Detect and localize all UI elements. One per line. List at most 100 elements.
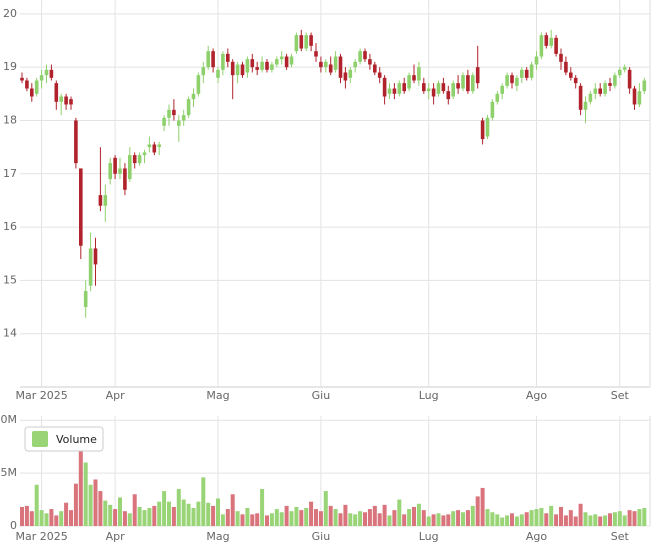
- volume-bar: [377, 513, 382, 526]
- volume-bar: [69, 510, 73, 526]
- candle-body: [177, 120, 181, 126]
- candle-body: [598, 88, 602, 94]
- legend-label: Volume: [56, 433, 97, 446]
- candle-body: [54, 83, 59, 102]
- candle-body: [128, 155, 132, 180]
- y-tick-label: 14: [3, 327, 17, 340]
- candle-body: [211, 51, 215, 68]
- volume-bar: [568, 510, 573, 526]
- candle-body: [387, 88, 392, 94]
- candle-body: [534, 56, 539, 65]
- volume-bar: [421, 510, 426, 526]
- candle-body: [108, 163, 112, 180]
- volume-bar: [245, 508, 250, 526]
- volume-bar: [510, 513, 514, 526]
- candle-body: [265, 61, 269, 70]
- volume-bar: [367, 509, 372, 526]
- x-tick-label: Giu: [312, 530, 331, 543]
- volume-bar: [201, 477, 206, 526]
- volume-bar: [152, 505, 157, 526]
- y-tick-label: 5M: [1, 466, 18, 479]
- candle-body: [608, 83, 612, 86]
- x-tick-label: Ago: [526, 389, 548, 402]
- volume-bar: [333, 509, 338, 526]
- y-tick-label: 10M: [0, 413, 17, 426]
- volume-bar: [451, 511, 456, 526]
- volume-bar: [220, 514, 225, 526]
- volume-bar: [583, 512, 588, 526]
- candle-body: [407, 75, 411, 89]
- volume-bar: [544, 513, 549, 526]
- volume-bar: [279, 512, 284, 526]
- volume-bar: [617, 511, 622, 526]
- candle-body: [142, 152, 147, 156]
- candle-body: [441, 83, 446, 92]
- candle-body: [373, 64, 377, 73]
- candle-body: [39, 75, 44, 81]
- volume-bar: [127, 513, 132, 526]
- candle-body: [30, 88, 34, 97]
- candle-body: [402, 83, 406, 92]
- candle-body: [382, 77, 387, 97]
- candle-body: [539, 35, 544, 57]
- candle-body: [485, 117, 490, 137]
- y-tick-label: 18: [3, 113, 17, 126]
- volume-bar: [363, 512, 367, 526]
- candle-body: [422, 83, 426, 92]
- candle-body: [201, 67, 206, 76]
- x-tick-label: Set: [611, 389, 630, 402]
- candle-body: [343, 72, 348, 81]
- volume-bar: [529, 510, 534, 526]
- candle-body: [230, 61, 235, 76]
- candle-body: [426, 88, 431, 92]
- candle-body: [240, 64, 245, 76]
- volume-bar: [162, 491, 167, 526]
- volume-bar: [216, 498, 220, 526]
- candle-body: [471, 75, 475, 92]
- candle-body: [417, 67, 421, 81]
- candle-body: [226, 53, 230, 62]
- volume-bar: [289, 511, 294, 526]
- volume-bar: [142, 510, 147, 526]
- candle-body: [279, 56, 284, 60]
- volume-bar: [181, 499, 186, 526]
- volume-bar: [480, 487, 485, 526]
- candle-body: [314, 51, 318, 57]
- candle-body: [319, 61, 323, 68]
- volume-bar: [470, 505, 475, 526]
- volume-bar: [461, 512, 465, 526]
- candle-body: [333, 56, 338, 70]
- x-tick-label: Giu: [312, 389, 331, 402]
- volume-bar: [24, 505, 29, 526]
- candle-body: [392, 88, 397, 94]
- candle-body: [632, 88, 637, 105]
- volume-bar: [627, 510, 632, 526]
- y-tick-label: 15: [3, 273, 17, 286]
- candle-body: [191, 93, 196, 100]
- candle-body: [436, 83, 441, 94]
- volume-bar: [309, 501, 314, 526]
- volume-bar: [274, 509, 279, 526]
- volume-bar: [441, 515, 446, 526]
- volume-bar: [598, 516, 603, 526]
- volume-bar: [49, 509, 54, 526]
- volume-bar: [108, 504, 113, 526]
- candle-body: [412, 75, 416, 81]
- volume-bar: [78, 450, 83, 526]
- candle-body: [245, 59, 250, 73]
- x-tick-label: Mag: [206, 530, 229, 543]
- y-tick-label: 17: [3, 167, 17, 180]
- volume-bar: [622, 515, 627, 526]
- candle-body: [397, 83, 402, 94]
- volume-bar: [318, 511, 323, 526]
- candle-body: [172, 109, 176, 116]
- candle-body: [49, 69, 54, 78]
- volume-bar: [642, 508, 647, 526]
- candle-body: [505, 75, 509, 86]
- volume-bar: [475, 496, 480, 526]
- candle-body: [123, 168, 127, 190]
- volume-bar: [299, 510, 304, 526]
- volume-bar: [44, 513, 49, 526]
- candle-body: [25, 80, 29, 89]
- x-tick-label: Apr: [106, 389, 126, 402]
